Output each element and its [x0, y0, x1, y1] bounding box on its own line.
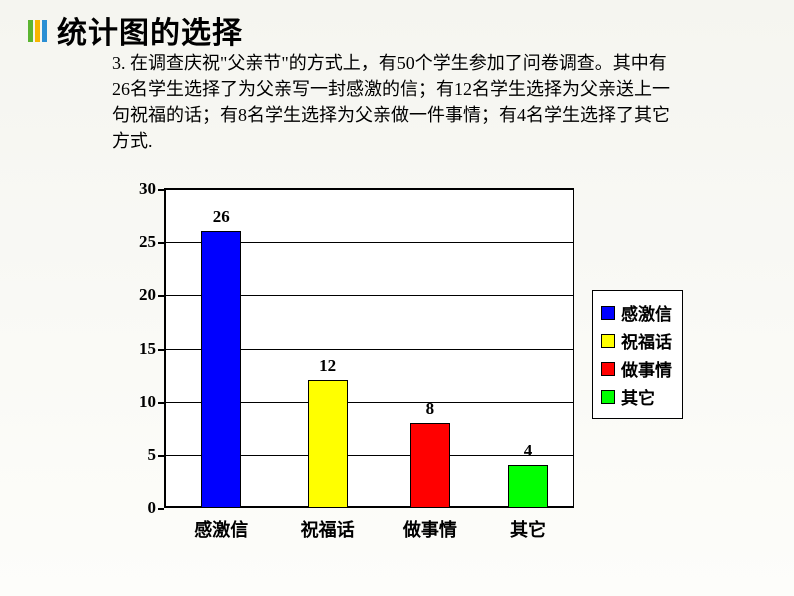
- y-tick-label: 25: [139, 232, 156, 252]
- stripe-1: [28, 20, 33, 42]
- y-tick-label: 15: [139, 339, 156, 359]
- bar-3: [508, 465, 548, 508]
- bar-2: [410, 423, 450, 508]
- bar-value-label: 4: [488, 441, 568, 461]
- legend-item: 感激信: [601, 300, 672, 325]
- description-text: 3. 在调查庆祝"父亲节"的方式上，有50个学生参加了问卷调查。其中有26名学生…: [112, 50, 677, 154]
- y-tick-label: 5: [148, 445, 157, 465]
- stripe-3: [42, 20, 47, 42]
- y-tick: [158, 402, 164, 404]
- bar-value-label: 12: [288, 356, 368, 376]
- plot-area: 05101520253026感激信12祝福话8做事情4其它: [164, 188, 574, 508]
- title-block: 统计图的选择: [28, 8, 243, 52]
- bar-value-label: 26: [181, 207, 261, 227]
- legend-item: 做事情: [601, 356, 672, 381]
- gridline: [164, 189, 573, 190]
- legend-label: 感激信: [621, 300, 672, 325]
- bar-chart: 05101520253026感激信12祝福话8做事情4其它 感激信祝福话做事情其…: [102, 174, 692, 564]
- x-category-label: 做事情: [385, 516, 475, 542]
- y-tick: [158, 189, 164, 191]
- y-tick: [158, 508, 164, 510]
- y-tick: [158, 242, 164, 244]
- legend-item: 祝福话: [601, 328, 672, 353]
- stripe-2: [35, 20, 40, 42]
- y-tick: [158, 349, 164, 351]
- page-title: 统计图的选择: [57, 8, 243, 52]
- stripes-icon: [28, 20, 49, 42]
- y-tick-label: 10: [139, 392, 156, 412]
- y-tick: [158, 455, 164, 457]
- legend-label: 其它: [621, 384, 655, 409]
- bar-value-label: 8: [390, 399, 470, 419]
- legend: 感激信祝福话做事情其它: [592, 290, 683, 419]
- legend-swatch: [601, 306, 615, 320]
- x-category-label: 祝福话: [283, 516, 373, 542]
- x-category-label: 其它: [483, 516, 573, 542]
- bar-0: [201, 231, 241, 508]
- y-tick-label: 30: [139, 179, 156, 199]
- x-category-label: 感激信: [176, 516, 266, 542]
- legend-swatch: [601, 362, 615, 376]
- y-tick-label: 20: [139, 285, 156, 305]
- legend-label: 祝福话: [621, 328, 672, 353]
- y-tick-label: 0: [148, 498, 157, 518]
- legend-item: 其它: [601, 384, 672, 409]
- legend-swatch: [601, 390, 615, 404]
- bar-1: [308, 380, 348, 508]
- legend-label: 做事情: [621, 356, 672, 381]
- legend-swatch: [601, 334, 615, 348]
- y-tick: [158, 295, 164, 297]
